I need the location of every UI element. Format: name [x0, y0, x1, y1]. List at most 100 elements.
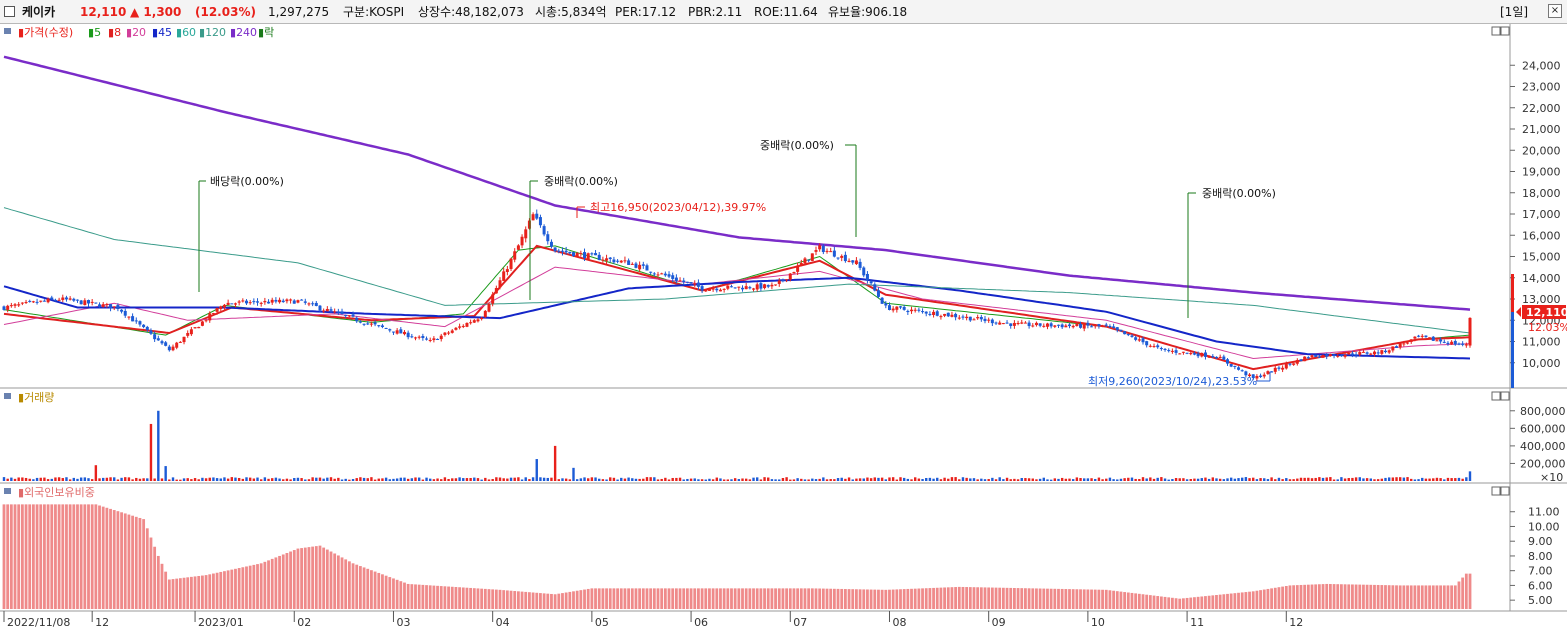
- foreign-bar: [381, 574, 384, 609]
- candle-body: [715, 288, 719, 291]
- volume-bar: [792, 479, 796, 481]
- volume-bar: [1365, 478, 1369, 481]
- foreign-bar: [741, 588, 744, 609]
- stock-name: 케이카: [22, 5, 56, 19]
- candle-body: [417, 336, 421, 338]
- volume-bar: [491, 479, 494, 481]
- candle-body: [447, 332, 451, 334]
- volume-bar: [76, 478, 79, 481]
- foreign-bar: [1064, 589, 1068, 609]
- volume-bar: [204, 478, 208, 481]
- candle-body: [1049, 323, 1053, 327]
- candle-body: [476, 319, 480, 322]
- volume-bar: [495, 477, 498, 481]
- volume-bar: [296, 477, 300, 481]
- volume-bar: [1354, 477, 1358, 481]
- foreign-bar: [72, 504, 76, 609]
- foreign-bar: [469, 587, 473, 609]
- foreign-bar: [1457, 581, 1461, 609]
- volume-bar: [987, 479, 990, 481]
- select-checkbox[interactable]: [4, 6, 15, 17]
- period-selector[interactable]: [1일]: [1500, 5, 1529, 19]
- candle-body: [1365, 352, 1369, 354]
- foreign-bar: [1288, 585, 1292, 609]
- volume-bar: [6, 478, 9, 481]
- foreign-panel-buttons[interactable]: [1491, 486, 1510, 496]
- candle-body: [752, 288, 756, 290]
- candle-body: [116, 305, 120, 310]
- foreign-bar: [1049, 588, 1053, 609]
- candle-body: [1453, 340, 1457, 345]
- foreign-bar: [289, 551, 292, 609]
- svg-text:최저9,260(2023/10/24),23.53%: 최저9,260(2023/10/24),23.53%: [1088, 375, 1257, 388]
- foreign-bar: [1340, 584, 1343, 609]
- volume-bar: [759, 479, 763, 481]
- candle-body: [1079, 323, 1083, 328]
- volume-bar: [1443, 479, 1446, 481]
- candle-body: [1435, 340, 1439, 342]
- volume-tick-label: 400,000: [1520, 440, 1566, 453]
- close-icon[interactable]: ×: [1548, 4, 1562, 18]
- price-tick-label: 22,000: [1522, 102, 1561, 115]
- candle-body: [733, 287, 737, 289]
- volume-bar: [68, 479, 72, 481]
- price-tick-label: 23,000: [1522, 81, 1561, 94]
- volume-bar: [733, 478, 737, 481]
- volume-bar: [318, 477, 322, 481]
- volume-bar: [1402, 477, 1406, 481]
- volume-bar: [1174, 478, 1178, 481]
- volume-bar: [568, 479, 572, 481]
- candle-body: [553, 247, 557, 252]
- annotation-div2: 중배락(0.00%): [529, 175, 618, 300]
- foreign-bar: [219, 571, 223, 609]
- volume-bar: [344, 478, 347, 481]
- volume-bar: [1255, 479, 1259, 481]
- volume-bar: [241, 478, 245, 481]
- volume-bar: [1182, 478, 1185, 481]
- foreign-bar: [1380, 585, 1384, 609]
- volume-panel-buttons[interactable]: [1491, 391, 1510, 401]
- foreign-bar: [660, 588, 664, 609]
- volume-bar: [528, 479, 531, 481]
- foreign-bar: [281, 554, 285, 609]
- price-panel-buttons[interactable]: [1491, 26, 1510, 36]
- candle-body: [68, 298, 72, 300]
- volume-bar: [351, 479, 355, 481]
- candle-body: [601, 259, 605, 261]
- volume-bar: [954, 477, 957, 481]
- candle-body: [1332, 354, 1336, 357]
- foreign-bar: [1362, 584, 1365, 609]
- foreign-bar: [1060, 588, 1064, 609]
- foreign-bar: [83, 504, 87, 609]
- volume-bar: [950, 477, 954, 481]
- legend-rak: ▮락: [258, 26, 274, 39]
- candle-body: [307, 303, 311, 305]
- candle-body: [939, 316, 943, 318]
- foreign-bar: [1306, 584, 1310, 609]
- candle-body: [87, 300, 91, 304]
- candle-body: [994, 322, 998, 324]
- candle-body: [1156, 345, 1160, 348]
- candle-body: [222, 304, 226, 308]
- volume-bar: [1292, 479, 1295, 481]
- candle-body: [983, 318, 987, 322]
- foreign-bar: [1387, 585, 1391, 609]
- volume-bar: [322, 478, 325, 481]
- foreign-bar: [417, 584, 421, 609]
- volume-bar: [267, 478, 270, 481]
- foreign-bar: [987, 587, 991, 609]
- foreign-bar: [340, 557, 344, 609]
- volume-bar: [1285, 478, 1288, 481]
- volume-bar: [1116, 479, 1119, 481]
- candle-body: [311, 303, 315, 305]
- volume-bar: [880, 477, 884, 481]
- foreign-bar: [76, 504, 79, 609]
- volume-bar: [337, 477, 340, 481]
- volume-bar: [388, 479, 391, 481]
- volume-bar: [814, 479, 818, 481]
- candle-body: [388, 329, 392, 331]
- candle-body: [729, 286, 733, 288]
- foreign-bar: [1248, 591, 1251, 609]
- roe-value: ROE:11.64: [754, 5, 818, 19]
- volume-bar: [311, 477, 314, 481]
